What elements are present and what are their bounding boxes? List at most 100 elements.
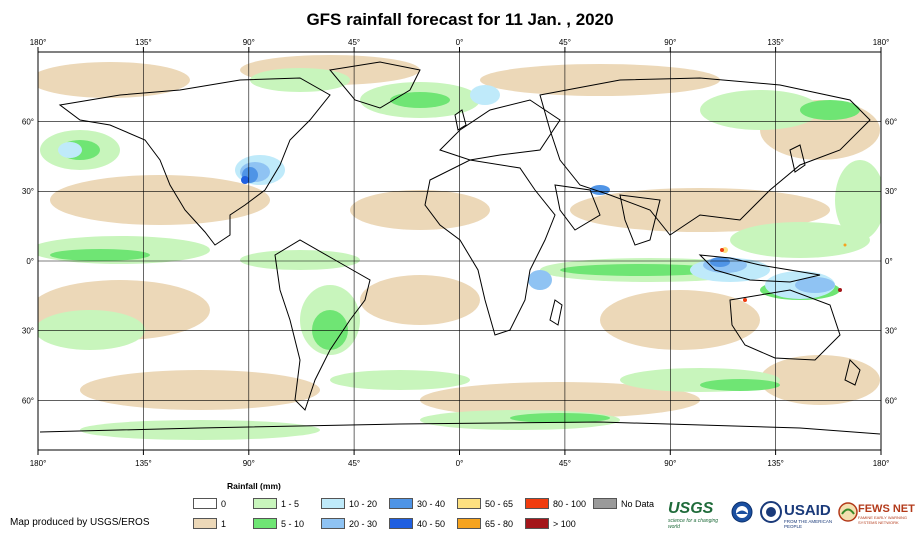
legend-item: No Data [593,497,654,510]
legend-swatch [389,518,413,529]
antarctica-outline [39,421,881,435]
greenland-outline [329,61,421,109]
asia-outline [539,77,871,236]
legend-label: 1 [221,518,227,529]
lat-label: 60° [22,118,34,127]
rain-1mm-field [38,55,880,418]
latitude-labels-right: 60° 30° 0° 30° 60° [885,118,897,406]
legend-label: 30 - 40 [417,498,446,509]
map-content [38,52,881,450]
legend-swatch [525,518,549,529]
usgs-logo: USGS science for a changing world [668,500,730,530]
lon-label: 180° [30,459,47,468]
legend-item: 1 - 5 [253,497,299,510]
legend-item: 20 - 30 [321,517,377,530]
india-outline [619,194,661,246]
legend-swatch [593,498,617,509]
fews-net-logo: FEWS NET FAMINE EARLY WARNING SYSTEMS NE… [858,503,918,529]
legend-label: 80 - 100 [553,498,587,509]
lat-label: 60° [885,118,897,127]
lon-label: 135° [767,38,784,47]
legend-swatch [525,498,549,509]
legend-item: 80 - 100 [525,497,586,510]
legend-label: 40 - 50 [417,518,446,529]
legend-swatch [457,518,481,529]
legend-label: 1 - 5 [281,498,300,509]
legend-label: 50 - 65 [485,498,514,509]
indonesia-outline [698,254,821,283]
legend-item: 40 - 50 [389,517,445,530]
usaid-logo: USAID FROM THE AMERICAN PEOPLE [784,502,838,529]
legend-item: 10 - 20 [321,497,377,510]
lon-label: 135° [135,459,152,468]
lon-label: 0° [456,38,464,47]
new-zealand-outline [844,359,861,386]
legend-label: 65 - 80 [485,518,514,529]
map-credit: Map produced by USGS/EROS [10,517,150,528]
rain-1-5mm-field [38,68,881,440]
fews-net-logo-text: FEWS NET [858,503,915,515]
lon-label: 90° [243,38,255,47]
legend-label: 5 - 10 [281,518,305,529]
lon-label: 180° [30,38,47,47]
legend-item: > 100 [525,517,576,530]
legend-item: 65 - 80 [457,517,513,530]
longitude-labels-top: 180° 135° 90° 45° 0° 45° 90° 135° 180° [30,38,890,47]
legend-swatch [389,498,413,509]
graticule [38,52,881,450]
fews-net-logo-tagline: FAMINE EARLY WARNING SYSTEMS NETWORK [858,515,908,525]
rain-heavy-spots [241,176,847,302]
lat-label: 30° [22,327,34,336]
usgs-logo-text: USGS [668,500,714,517]
lat-label: 60° [22,396,34,405]
legend-swatch [193,518,217,529]
tick-marks [37,47,882,455]
legend-swatch [321,498,345,509]
usaid-logo-text: USAID [784,502,831,519]
fews-net-emblem-icon [838,502,858,522]
legend-label: No Data [621,498,655,509]
lat-label: 0° [26,257,34,266]
lon-label: 180° [873,38,890,47]
japan-outline [789,144,806,173]
lon-label: 45° [348,459,360,468]
lon-label: 90° [664,459,676,468]
usgs-logo-tagline: science for a changing world [668,518,719,530]
continent-outlines [39,61,881,435]
australia-outline [729,289,841,361]
lat-label: 30° [22,187,34,196]
lon-label: 45° [559,38,571,47]
legend-swatch [193,498,217,509]
legend-title: Rainfall (mm) [227,481,281,491]
lat-label: 0° [885,257,893,266]
rainfall-legend: 0 1 1 - 5 5 - 10 10 - 20 20 - 30 30 - 40… [193,497,663,535]
lon-label: 90° [664,38,676,47]
lon-label: 135° [135,38,152,47]
arabia-outline [554,184,601,231]
lon-label: 90° [243,459,255,468]
usaid-logo-tagline: FROM THE AMERICAN PEOPLE [784,519,833,529]
noaa-seal-icon [731,501,753,523]
lat-label: 60° [885,396,897,405]
north-america-outline [58,77,331,246]
south-america-outline [274,239,371,411]
legend-swatch [457,498,481,509]
legend-label: > 100 [553,518,576,529]
legend-swatch [253,498,277,509]
lon-label: 0° [456,459,464,468]
legend-label: 0 [221,498,227,509]
legend-swatch [253,518,277,529]
longitude-labels-bottom: 180° 135° 90° 45° 0° 45° 90° 135° 180° [30,459,890,468]
lat-label: 30° [885,187,897,196]
legend-item: 30 - 40 [389,497,445,510]
usaid-seal-icon [760,501,782,523]
legend-label: 10 - 20 [349,498,378,509]
legend-item: 5 - 10 [253,517,304,530]
legend-item: 50 - 65 [457,497,513,510]
legend-label: 20 - 30 [349,518,378,529]
lon-label: 45° [348,38,360,47]
map-title: GFS rainfall forecast for 11 Jan. , 2020 [306,10,614,29]
lon-label: 180° [873,459,890,468]
legend-item: 1 [193,517,226,530]
